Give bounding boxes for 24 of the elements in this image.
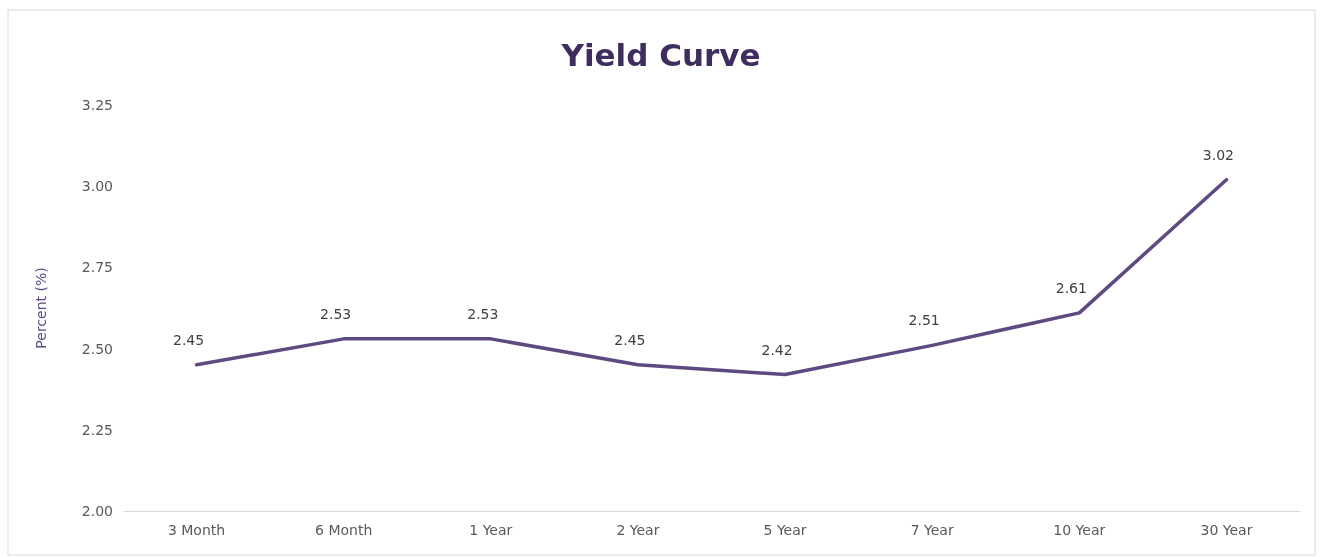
y-tick-label: 3.25 (81, 96, 113, 113)
y-axis-title: Percent (%) (33, 267, 49, 349)
chart-title: Yield Curve (560, 37, 761, 73)
data-label: 3.02 (1202, 146, 1235, 163)
data-label: 2.45 (172, 331, 205, 348)
x-tick-label: 10 Year (1053, 521, 1106, 538)
data-label: 2.51 (908, 312, 940, 329)
data-label: 2.61 (1055, 279, 1087, 296)
y-tick-label: 2.25 (81, 421, 113, 438)
y-tick-label: 3.00 (81, 178, 113, 195)
x-tick-label: 7 Year (910, 521, 954, 538)
x-tick-label: 6 Month (315, 521, 373, 538)
data-label: 2.53 (467, 305, 499, 322)
x-tick-label: 30 Year (1200, 521, 1253, 538)
y-tick-label: 2.00 (81, 502, 113, 519)
data-label: 2.42 (761, 341, 793, 358)
data-label: 2.45 (614, 331, 646, 348)
data-label: 2.53 (320, 305, 352, 322)
x-tick-label: 5 Year (763, 521, 807, 538)
y-tick-label: 2.50 (81, 340, 113, 357)
x-tick-label: 2 Year (616, 521, 660, 538)
x-tick-label: 1 Year (469, 521, 513, 538)
x-tick-label: 3 Month (167, 521, 226, 538)
y-tick-label: 2.75 (81, 259, 113, 276)
